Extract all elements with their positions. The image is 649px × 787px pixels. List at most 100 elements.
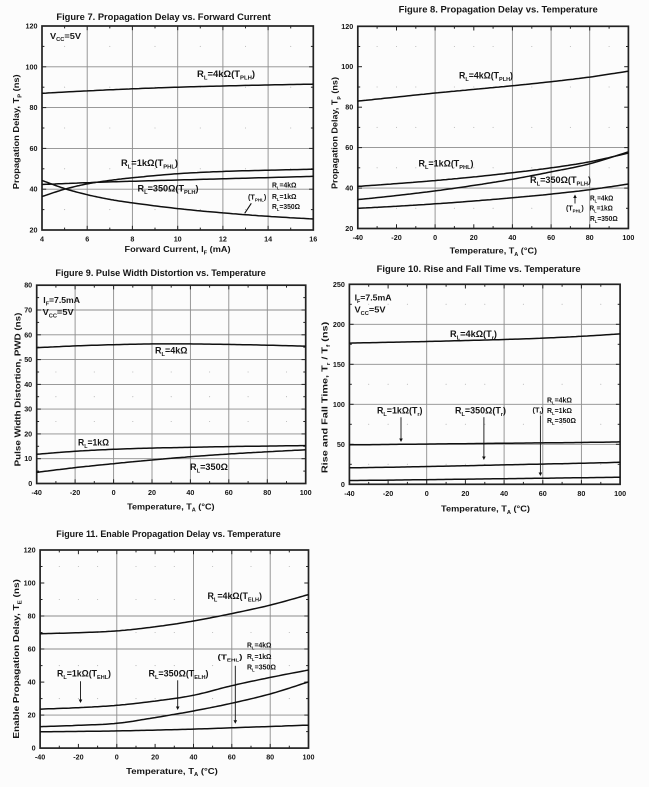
svg-text:(TEHL): (T EHL) [218,655,243,663]
svg-text:20: 20 [461,489,469,498]
svg-text:-20: -20 [70,488,80,497]
svg-text:100: 100 [614,489,626,498]
svg-text:RL=4kΩ: RL=4kΩ [272,183,297,191]
svg-text:0: 0 [433,233,437,242]
svg-text:IF=7.5mA: IF=7.5mA [43,295,80,307]
svg-text:12: 12 [219,235,227,244]
svg-text:Pulse Width Distortion, PWD (n: Pulse Width Distortion, PWD (ns) [13,312,23,466]
svg-text:Enable Propagation Delay, TE (: Enable Propagation Delay, TE (ns) [11,579,23,739]
svg-text:RL=350Ω(TPLH): RL=350Ω(TPLH) [530,175,591,187]
svg-text:120: 120 [24,546,36,555]
svg-text:100: 100 [300,488,312,497]
svg-text:60: 60 [345,143,353,152]
svg-text:14: 14 [264,235,272,244]
svg-text:-40: -40 [32,488,42,497]
svg-text:200: 200 [333,320,345,329]
svg-text:20: 20 [148,488,156,497]
svg-text:RL=1kΩ: RL=1kΩ [272,194,297,202]
svg-text:80: 80 [586,233,594,242]
svg-text:80: 80 [28,612,36,621]
svg-text:20: 20 [151,753,159,762]
svg-text:RL=350Ω(Tr): RL=350Ω(Tr) [455,406,506,418]
svg-text:Figure 10. Rise and Fall Time: Figure 10. Rise and Fall Time vs. Temper… [377,263,581,274]
svg-text:-20: -20 [73,753,83,762]
svg-text:RL=4kΩ: RL=4kΩ [247,643,272,651]
svg-text:0: 0 [112,488,116,497]
svg-text:20: 20 [345,224,353,233]
svg-text:6: 6 [85,235,89,244]
svg-text:40: 40 [500,489,508,498]
svg-text:40: 40 [28,678,36,687]
svg-text:40: 40 [186,488,194,497]
svg-text:40: 40 [24,380,32,389]
svg-text:80: 80 [24,281,32,290]
svg-text:100: 100 [303,753,315,762]
svg-text:80: 80 [266,753,274,762]
svg-text:10: 10 [174,235,182,244]
svg-text:0: 0 [341,480,345,489]
svg-text:150: 150 [333,360,345,369]
svg-text:30: 30 [24,405,32,414]
svg-text:70: 70 [24,306,32,315]
svg-text:Figure 11. Enable Propagation: Figure 11. Enable Propagation Delay vs. … [56,528,280,539]
svg-text:20: 20 [30,226,38,235]
svg-text:50: 50 [337,440,345,449]
svg-text:Rise and Fall Time, Tr / Tf (n: Rise and Fall Time, Tr / Tf (ns) [320,322,332,474]
svg-text:(TPHL): (TPHL) [566,206,584,214]
svg-text:40: 40 [30,185,38,194]
svg-text:RL=350Ω: RL=350Ω [547,418,576,426]
svg-text:-20: -20 [391,233,401,242]
svg-text:(Tf): (Tf) [533,408,544,416]
svg-text:60: 60 [24,330,32,339]
svg-text:Figure 8. Propagation Delay vs: Figure 8. Propagation Delay vs. Temperat… [399,4,598,15]
svg-text:16: 16 [309,235,317,244]
svg-text:120: 120 [26,22,38,31]
svg-text:60: 60 [539,489,547,498]
svg-text:0: 0 [28,479,32,488]
svg-text:40: 40 [190,753,198,762]
svg-text:60: 60 [30,144,38,153]
svg-text:4: 4 [40,235,44,244]
svg-text:RL=350Ω: RL=350Ω [190,462,228,474]
svg-text:80: 80 [30,103,38,112]
svg-text:120: 120 [341,22,353,31]
svg-text:10: 10 [24,454,32,463]
svg-text:-20: -20 [383,489,393,498]
svg-text:100: 100 [622,233,634,242]
svg-text:80: 80 [577,489,585,498]
svg-text:20: 20 [24,429,32,438]
svg-text:0: 0 [115,753,119,762]
svg-text:RL=4kΩ: RL=4kΩ [590,196,614,204]
svg-text:RL=1kΩ: RL=1kΩ [547,408,572,416]
svg-text:Figure 9. Pulse Width Distorti: Figure 9. Pulse Width Distortion vs. Tem… [55,267,265,278]
svg-text:50: 50 [24,355,32,364]
svg-text:250: 250 [333,280,345,289]
svg-text:0: 0 [32,744,36,753]
svg-text:60: 60 [228,753,236,762]
svg-text:RL=350Ω(TPLH): RL=350Ω(TPLH) [138,184,199,196]
svg-text:100: 100 [26,62,38,71]
svg-text:RL=350Ω: RL=350Ω [247,665,276,673]
svg-text:IF=7.5mA: IF=7.5mA [355,293,392,305]
svg-text:100: 100 [24,579,36,588]
svg-text:60: 60 [28,645,36,654]
svg-text:RL=350Ω: RL=350Ω [272,204,300,212]
svg-text:60: 60 [547,233,555,242]
svg-text:RL=4kΩ(Tr): RL=4kΩ(Tr) [450,329,497,341]
svg-text:8: 8 [130,235,134,244]
svg-text:Propagation Delay, TP (ns): Propagation Delay, TP (ns) [11,74,23,189]
svg-text:RL=1kΩ: RL=1kΩ [590,206,614,214]
svg-text:Figure 7. Propagation Delay vs: Figure 7. Propagation Delay vs. Forward … [56,11,270,22]
svg-text:RL=350Ω(TELH): RL=350Ω(TELH) [149,669,209,681]
svg-text:-40: -40 [353,233,363,242]
svg-text:RL=4kΩ: RL=4kΩ [547,398,572,406]
svg-text:80: 80 [345,103,353,112]
svg-text:40: 40 [345,184,353,193]
svg-text:40: 40 [508,233,516,242]
svg-text:(TPHL): (TPHL) [248,195,266,203]
svg-text:-40: -40 [35,753,45,762]
svg-text:Propagation Delay, Tp (ns): Propagation Delay, Tp (ns) [330,77,342,189]
svg-text:0: 0 [425,489,429,498]
svg-text:20: 20 [28,711,36,720]
svg-text:RL=1kΩ: RL=1kΩ [247,654,272,662]
